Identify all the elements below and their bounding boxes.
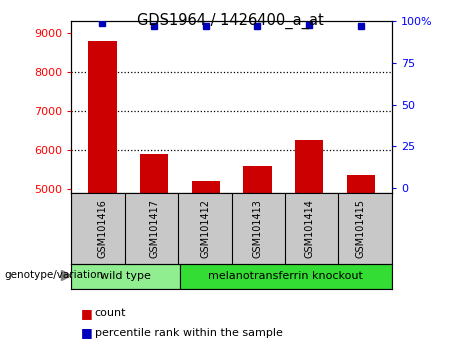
Text: GSM101415: GSM101415 <box>356 199 366 258</box>
Text: GSM101413: GSM101413 <box>253 199 262 258</box>
Text: GSM101416: GSM101416 <box>97 199 107 258</box>
Bar <box>88 41 117 193</box>
Text: melanotransferrin knockout: melanotransferrin knockout <box>208 271 363 281</box>
Text: GSM101412: GSM101412 <box>201 199 211 258</box>
Bar <box>192 181 220 193</box>
Text: GSM101417: GSM101417 <box>149 199 159 258</box>
Text: percentile rank within the sample: percentile rank within the sample <box>95 328 283 338</box>
Text: GDS1964 / 1426400_a_at: GDS1964 / 1426400_a_at <box>137 12 324 29</box>
Bar <box>295 140 323 193</box>
Text: ■: ■ <box>81 307 92 320</box>
Text: wild type: wild type <box>100 271 151 281</box>
Bar <box>243 166 272 193</box>
Bar <box>180 264 392 289</box>
Text: GSM101414: GSM101414 <box>304 199 314 258</box>
Text: genotype/variation: genotype/variation <box>5 270 104 280</box>
Bar <box>347 175 375 193</box>
Text: ■: ■ <box>81 326 92 339</box>
Bar <box>140 154 168 193</box>
Text: count: count <box>95 308 126 318</box>
Bar <box>71 264 180 289</box>
